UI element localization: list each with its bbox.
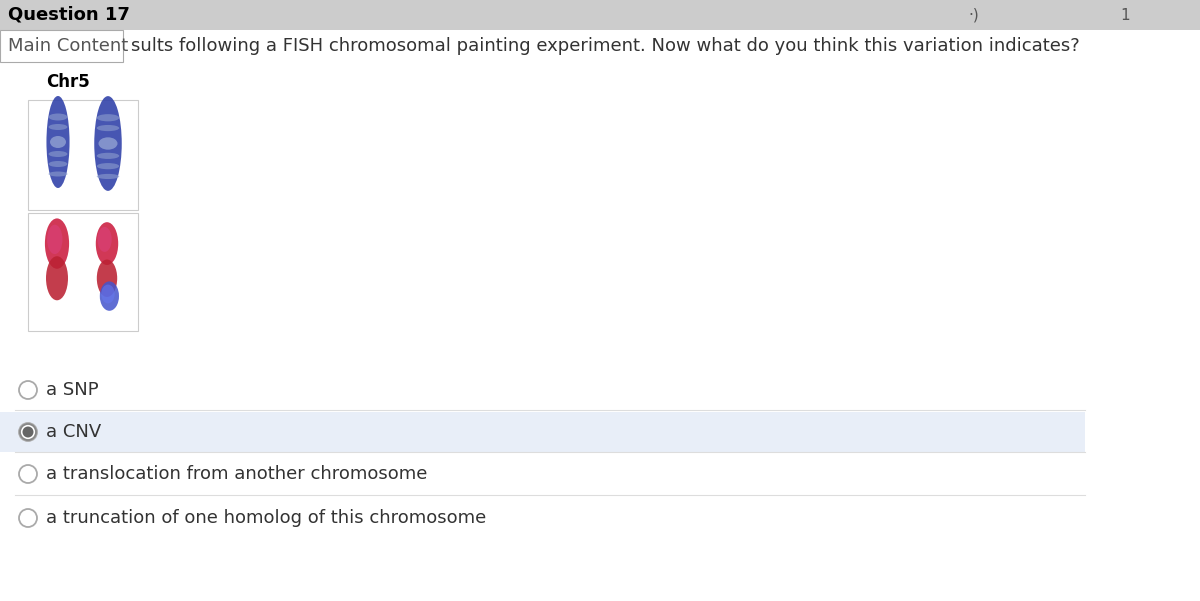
Text: ·): ·) <box>968 7 979 22</box>
Ellipse shape <box>97 174 119 179</box>
Circle shape <box>19 381 37 399</box>
Text: a SNP: a SNP <box>46 381 98 399</box>
FancyBboxPatch shape <box>0 0 1200 30</box>
Ellipse shape <box>100 281 119 311</box>
Ellipse shape <box>97 227 112 252</box>
FancyBboxPatch shape <box>28 213 138 331</box>
Text: 1: 1 <box>1120 7 1129 22</box>
Ellipse shape <box>101 284 115 304</box>
Text: a CNV: a CNV <box>46 423 101 441</box>
Text: Chr5: Chr5 <box>46 73 90 91</box>
Ellipse shape <box>48 161 67 167</box>
Circle shape <box>23 427 34 438</box>
Circle shape <box>19 509 37 527</box>
Ellipse shape <box>50 136 66 148</box>
Ellipse shape <box>48 151 67 157</box>
Text: sults following a FISH chromosomal painting experiment. Now what do you think th: sults following a FISH chromosomal paint… <box>131 37 1080 55</box>
FancyBboxPatch shape <box>28 100 138 210</box>
Text: a truncation of one homolog of this chromosome: a truncation of one homolog of this chro… <box>46 509 486 527</box>
Ellipse shape <box>48 171 67 177</box>
Ellipse shape <box>96 222 119 265</box>
Ellipse shape <box>97 114 119 121</box>
Text: a translocation from another chromosome: a translocation from another chromosome <box>46 465 427 483</box>
Ellipse shape <box>46 256 68 300</box>
Ellipse shape <box>47 96 70 188</box>
Text: Question 17: Question 17 <box>8 6 130 24</box>
Ellipse shape <box>97 163 119 169</box>
Text: Main Content: Main Content <box>8 37 128 55</box>
Ellipse shape <box>48 124 67 130</box>
Ellipse shape <box>97 260 118 297</box>
FancyBboxPatch shape <box>0 30 124 62</box>
Ellipse shape <box>44 218 70 269</box>
Ellipse shape <box>48 114 67 120</box>
Ellipse shape <box>98 137 118 150</box>
FancyBboxPatch shape <box>0 412 1085 452</box>
Ellipse shape <box>97 153 119 159</box>
Ellipse shape <box>95 96 121 191</box>
Ellipse shape <box>47 225 62 254</box>
Circle shape <box>19 465 37 483</box>
Circle shape <box>19 423 37 441</box>
Ellipse shape <box>97 125 119 131</box>
